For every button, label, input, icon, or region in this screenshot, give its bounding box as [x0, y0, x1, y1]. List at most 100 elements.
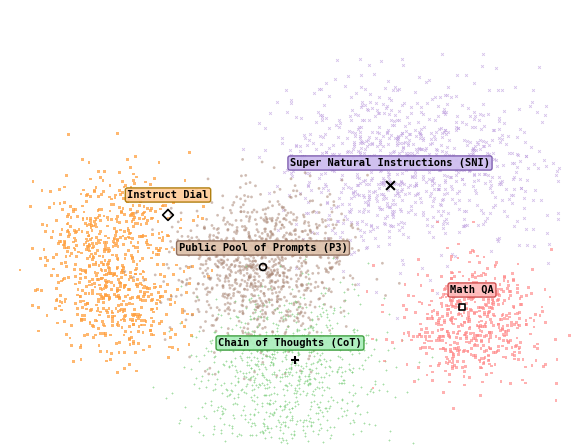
Point [342, 135, 351, 142]
Point [283, 279, 292, 286]
Point [286, 365, 295, 372]
Point [327, 325, 336, 332]
Point [271, 354, 280, 361]
Point [335, 261, 344, 268]
Point [253, 261, 262, 268]
Point [241, 415, 250, 422]
Point [268, 361, 277, 368]
Point [384, 94, 394, 101]
Point [427, 129, 436, 136]
Point [258, 230, 267, 237]
Point [69, 244, 79, 251]
Point [365, 98, 375, 105]
Point [299, 211, 308, 219]
Point [224, 362, 234, 370]
Point [273, 298, 282, 306]
Point [505, 310, 514, 317]
Point [383, 202, 392, 209]
Point [455, 268, 464, 276]
Point [238, 327, 247, 335]
Point [305, 222, 314, 229]
Point [490, 127, 499, 134]
Point [439, 291, 448, 298]
Point [182, 238, 191, 245]
Point [348, 381, 357, 388]
Text: Public Pool of Prompts (P3): Public Pool of Prompts (P3) [179, 243, 347, 253]
Point [257, 380, 266, 387]
Point [161, 394, 171, 401]
Point [112, 340, 121, 347]
Point [368, 388, 377, 395]
Point [436, 94, 445, 101]
Point [244, 276, 253, 284]
Point [112, 293, 121, 300]
Point [260, 314, 269, 321]
Point [132, 173, 142, 181]
Point [235, 431, 244, 438]
Point [486, 345, 495, 353]
Point [354, 181, 363, 189]
Point [361, 332, 370, 339]
Point [284, 192, 294, 199]
Point [268, 350, 277, 358]
Point [289, 427, 298, 434]
Point [142, 220, 151, 227]
Point [229, 292, 238, 299]
Point [177, 319, 187, 326]
Point [250, 287, 259, 294]
Point [252, 237, 261, 244]
Point [94, 298, 103, 305]
Point [417, 333, 426, 340]
Point [372, 224, 381, 231]
Point [287, 310, 297, 318]
Point [354, 207, 363, 215]
Point [410, 173, 419, 180]
Point [388, 223, 397, 230]
Point [383, 182, 392, 190]
Point [410, 171, 420, 178]
Point [258, 266, 268, 273]
Point [365, 90, 375, 98]
Point [284, 348, 293, 355]
Point [136, 270, 145, 277]
Point [250, 276, 260, 283]
Point [317, 170, 326, 177]
Point [366, 222, 376, 229]
Point [398, 336, 407, 344]
Point [251, 283, 261, 290]
Point [247, 263, 257, 270]
Point [304, 181, 313, 188]
Point [440, 286, 449, 293]
Point [263, 341, 272, 349]
Point [263, 274, 272, 281]
Point [113, 285, 123, 292]
Point [93, 276, 102, 283]
Point [470, 310, 479, 317]
Point [64, 227, 73, 234]
Point [270, 305, 279, 312]
Point [494, 237, 503, 245]
Point [355, 56, 365, 63]
Point [105, 247, 114, 254]
Point [444, 333, 454, 340]
Point [250, 246, 259, 254]
Point [236, 387, 246, 394]
Point [363, 172, 372, 179]
Point [449, 350, 458, 357]
Point [277, 309, 286, 316]
Point [267, 355, 276, 362]
Point [332, 254, 341, 262]
Point [207, 339, 216, 346]
Point [427, 354, 436, 361]
Point [247, 387, 257, 394]
Point [282, 236, 291, 243]
Point [301, 301, 310, 308]
Point [325, 244, 335, 251]
Point [448, 360, 457, 367]
Point [405, 120, 414, 127]
Point [135, 215, 144, 222]
Point [125, 230, 134, 237]
Point [16, 267, 25, 274]
Point [245, 274, 254, 281]
Point [52, 297, 61, 304]
